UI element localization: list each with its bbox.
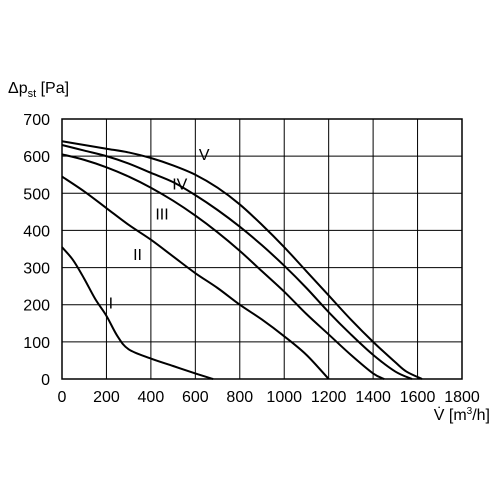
curve-label: II [133, 247, 142, 264]
x-tick-label: 1800 [444, 389, 480, 406]
curve-v [61, 140, 423, 380]
grid-lines [61, 118, 463, 380]
y-tick-label: 100 [23, 335, 50, 352]
curve-label: V [199, 147, 210, 164]
y-tick-label: 400 [23, 223, 50, 240]
curve-iii [61, 153, 385, 380]
y-tick-label: 500 [23, 186, 50, 203]
curve-label: I [109, 295, 113, 312]
x-axis-title-unit: /h] [472, 407, 490, 424]
x-axis-title-main: V̇ [m [434, 406, 467, 424]
plot-frame [61, 118, 463, 380]
x-tick-label: 1200 [311, 389, 347, 406]
x-tick-label: 400 [138, 389, 165, 406]
curve-i [61, 246, 214, 380]
x-tick-label: 0 [58, 389, 67, 406]
x-tick-label: 1000 [266, 389, 302, 406]
y-tick-label: 600 [23, 149, 50, 166]
x-tick-label: 800 [226, 389, 253, 406]
curve-ii [61, 175, 330, 380]
y-tick-label: 300 [23, 261, 50, 278]
y-axis-title-unit: [Pa] [36, 80, 69, 97]
y-tick-label: 700 [23, 112, 50, 129]
curve-iv [61, 144, 413, 380]
y-axis-title: Δpst [Pa] [8, 80, 69, 100]
x-axis-title-sup: 3 [467, 406, 473, 417]
y-axis-title-main: Δp [8, 80, 28, 97]
curve-label: III [155, 206, 168, 223]
y-tick-label: 0 [41, 372, 50, 389]
x-tick-labels: 0 200 400 600 800 1000 1200 1400 1600 1800 [58, 389, 480, 406]
performance-curves [61, 140, 423, 380]
curve-label: IV [172, 177, 187, 194]
y-axis-title-sub: st [28, 88, 37, 100]
y-tick-labels: 0 100 200 300 400 500 600 700 [23, 112, 50, 389]
y-tick-label: 200 [23, 298, 50, 315]
x-axis-title: V̇ [m3/h] [434, 406, 490, 424]
x-tick-label: 200 [93, 389, 120, 406]
x-tick-label: 1600 [400, 389, 436, 406]
x-tick-label: 1400 [355, 389, 391, 406]
x-tick-label: 600 [182, 389, 209, 406]
